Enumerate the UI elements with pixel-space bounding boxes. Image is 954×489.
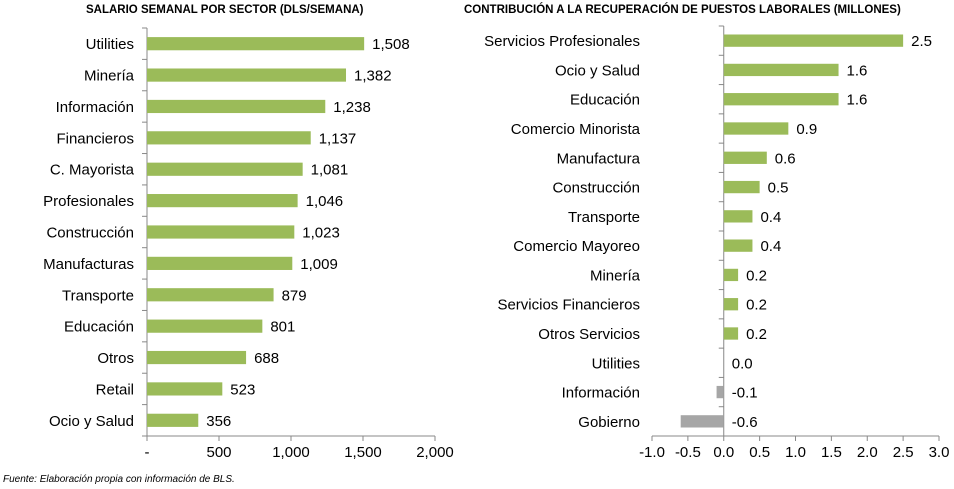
jobs-value-label: 0.4 — [760, 209, 781, 226]
salary-category-label: C. Mayorista — [50, 162, 135, 179]
jobs-category-label: Construcción — [552, 180, 640, 197]
jobs-category-label: Transporte — [568, 209, 640, 226]
jobs-category-label: Comercio Mayoreo — [513, 238, 640, 255]
salary-category-label: Información — [56, 99, 134, 116]
jobs-value-label: 0.9 — [796, 121, 817, 138]
salary-value-label: 879 — [282, 287, 307, 304]
jobs-tick-label: 2.5 — [893, 444, 914, 461]
salary-tick-label: 500 — [206, 444, 231, 461]
salary-value-label: 1,238 — [333, 99, 371, 116]
jobs-category-label: Minería — [590, 267, 641, 284]
salary-bar — [147, 350, 247, 365]
salary-tick-label: 2,000 — [416, 444, 454, 461]
salary-value-label: 1,081 — [311, 162, 349, 179]
jobs-category-label: Servicios Financieros — [497, 297, 640, 314]
jobs-bar — [723, 122, 789, 135]
salary-category-label: Manufacturas — [43, 256, 134, 273]
jobs-tick-label: 0.0 — [713, 444, 734, 461]
salary-bar — [147, 256, 293, 270]
salary-category-label: Ocio y Salud — [49, 413, 134, 430]
salary-category-label: Financieros — [56, 130, 134, 147]
salary-tick-label: 1,000 — [272, 444, 310, 461]
salary-category-label: Profesionales — [43, 193, 134, 210]
salary-value-label: 1,382 — [354, 68, 392, 85]
jobs-value-label: 0.2 — [746, 326, 767, 343]
jobs-category-label: Información — [562, 385, 640, 402]
salary-category-label: Otros — [97, 350, 134, 367]
jobs-bar — [723, 63, 839, 77]
jobs-bar — [723, 93, 839, 106]
jobs-bar — [723, 268, 739, 282]
salary-bar — [147, 319, 263, 333]
jobs-bar — [723, 180, 760, 194]
jobs-tick-label: -1.0 — [639, 444, 665, 461]
jobs-value-label: 0.2 — [746, 267, 767, 284]
salary-value-label: 523 — [230, 381, 255, 398]
salary-bar — [147, 68, 347, 82]
salary-bar — [147, 194, 298, 208]
right-chart-title: CONTRIBUCIÓN A LA RECUPERACIÓN DE PUESTO… — [464, 4, 901, 16]
jobs-category-label: Gobierno — [578, 414, 640, 431]
jobs-tick-label: -0.5 — [675, 444, 701, 461]
jobs-tick-label: 1.0 — [785, 444, 806, 461]
jobs-value-label: 0.4 — [760, 238, 781, 255]
jobs-value-label: 0.5 — [768, 180, 789, 197]
salary-value-label: 1,137 — [319, 130, 357, 147]
jobs-category-label: Otros Servicios — [538, 326, 640, 343]
jobs-value-label: 0.6 — [775, 150, 796, 167]
jobs-bar — [723, 327, 739, 340]
jobs-bar — [716, 385, 724, 399]
jobs-category-label: Comercio Minorista — [511, 121, 641, 138]
salary-bar — [147, 288, 274, 302]
salary-category-label: Retail — [96, 381, 134, 398]
jobs-bar — [723, 151, 767, 164]
salary-bar — [147, 413, 199, 427]
jobs-tick-label: 1.5 — [821, 444, 842, 461]
jobs-value-label: 1.6 — [847, 92, 868, 109]
salary-bar — [147, 225, 295, 239]
salary-value-label: 356 — [206, 413, 231, 430]
salary-category-label: Minería — [84, 68, 135, 85]
jobs-value-label: 0.2 — [746, 297, 767, 314]
jobs-value-label: 0.0 — [732, 355, 753, 372]
jobs-bar — [680, 415, 724, 428]
jobs-category-label: Educación — [570, 92, 640, 109]
jobs-category-label: Manufactura — [557, 150, 641, 167]
jobs-tick-label: 2.0 — [857, 444, 878, 461]
left-chart-title: SALARIO SEMANAL POR SECTOR (DLS/SEMANA) — [86, 4, 364, 16]
jobs-category-label: Ocio y Salud — [555, 62, 640, 79]
salary-value-label: 801 — [270, 319, 295, 336]
jobs-tick-label: 0.5 — [749, 444, 770, 461]
jobs-bar — [723, 298, 739, 311]
salary-value-label: 1,508 — [372, 36, 410, 53]
salary-value-label: 1,023 — [302, 225, 340, 242]
salary-category-label: Transporte — [62, 287, 134, 304]
salary-category-label: Construcción — [46, 225, 134, 242]
salary-category-label: Educación — [64, 319, 134, 336]
jobs-bar — [723, 210, 753, 223]
jobs-value-label: 1.6 — [847, 62, 868, 79]
salary-bar — [147, 37, 365, 51]
salary-category-label: Utilities — [86, 36, 134, 53]
salary-value-label: 1,009 — [300, 256, 338, 273]
jobs-value-label: -0.6 — [732, 414, 758, 431]
salary-tick-label: - — [145, 444, 150, 461]
salary-bar — [147, 99, 326, 114]
jobs-bar — [723, 34, 904, 47]
jobs-category-label: Servicios Profesionales — [484, 33, 640, 50]
jobs-value-label: -0.1 — [732, 385, 758, 402]
salary-value-label: 1,046 — [306, 193, 344, 210]
jobs-bar — [723, 239, 753, 252]
source-footnote: Fuente: Elaboración propia con informaci… — [3, 474, 235, 485]
jobs-category-label: Utilities — [592, 355, 640, 372]
salary-bar — [147, 131, 311, 145]
salary-value-label: 688 — [254, 350, 279, 367]
jobs-value-label: 2.5 — [911, 33, 932, 50]
salary-bar — [147, 162, 303, 176]
salary-bar — [147, 382, 223, 396]
jobs-tick-label: 3.0 — [929, 444, 950, 461]
salary-tick-label: 1,500 — [344, 444, 382, 461]
